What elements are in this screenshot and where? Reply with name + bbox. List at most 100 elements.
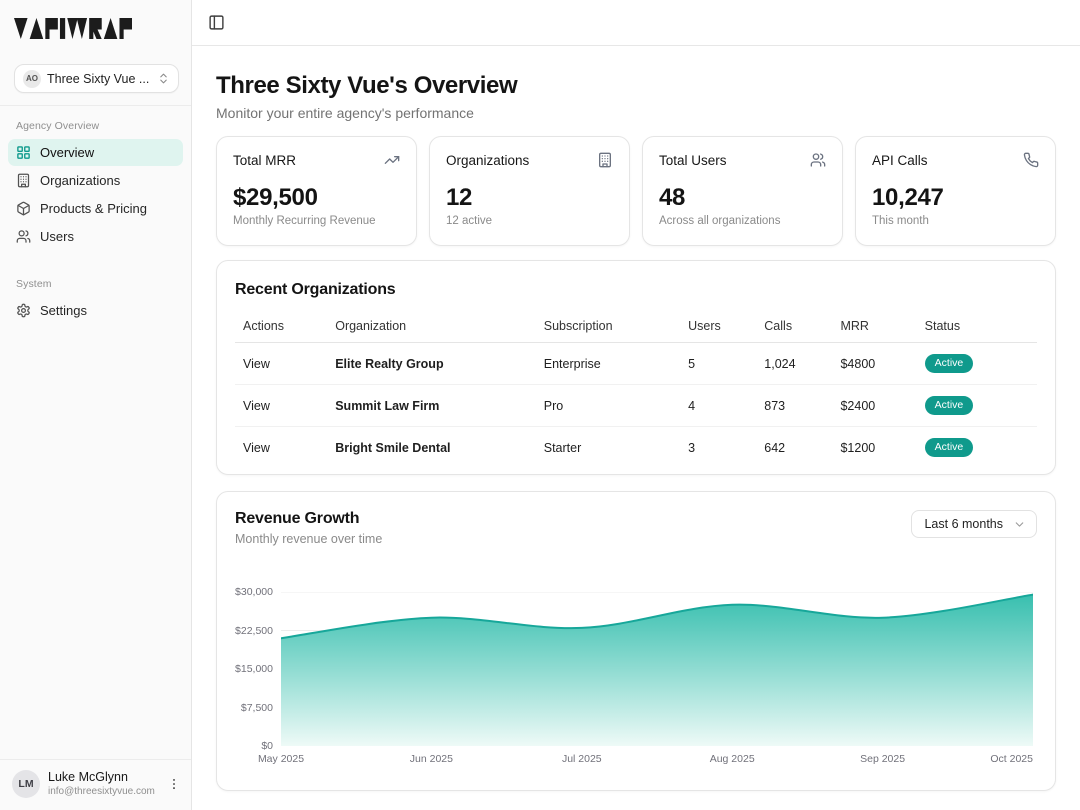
x-axis-tick: Jun 2025 [410,753,453,765]
chart-y-axis: $0$7,500$15,000$22,500$30,000 [235,592,281,746]
column-header-status: Status [917,311,1037,343]
user-name: Luke McGlynn [48,770,159,786]
date-range-select[interactable]: Last 6 months [911,510,1037,538]
sidebar-item-label: Products & Pricing [40,201,147,216]
revenue-area-chart [281,592,1033,746]
sidebar-item-label: Users [40,229,74,244]
revenue-growth-title: Revenue Growth [235,510,382,528]
subscription-cell: Enterprise [536,343,680,385]
mrr-cell: $4800 [832,343,916,385]
table-row: View Bright Smile Dental Starter 3 642 $… [235,427,1037,469]
stat-sublabel: 12 active [446,215,613,227]
sidebar: VAPIWRAP AO Three Sixty Vue ... Agency O… [0,0,192,810]
x-axis-tick: Oct 2025 [990,753,1033,765]
user-menu[interactable]: LM Luke McGlynn info@threesixtyvue.com [0,759,191,810]
x-axis-tick: Sep 2025 [860,753,905,765]
trending-up-icon [384,152,400,168]
y-axis-tick: $22,500 [235,625,273,637]
users-cell: 4 [680,385,756,427]
nav-section-agency-overview: Agency Overview [8,116,183,139]
user-email: info@threesixtyvue.com [48,786,159,799]
recent-organizations-title: Recent Organizations [235,281,1037,299]
organization-name: Elite Realty Group [327,343,536,385]
sidebar-item-label: Overview [40,145,94,160]
view-button[interactable]: View [235,385,327,427]
sidebar-item-products-pricing[interactable]: Products & Pricing [8,195,183,222]
main-area: Three Sixty Vue's Overview Monitor your … [192,0,1080,810]
view-button[interactable]: View [235,427,327,469]
sidebar-toggle-button[interactable] [208,14,225,31]
stats-row: Total MRR $29,500 Monthly Recurring Reve… [216,136,1056,246]
building-icon [597,152,613,168]
table-row: View Summit Law Firm Pro 4 873 $2400 Act… [235,385,1037,427]
mrr-cell: $2400 [832,385,916,427]
y-axis-tick: $7,500 [241,702,273,714]
dashboard-grid-icon [16,145,31,160]
stat-card-organizations: Organizations 12 12 active [429,136,630,246]
stat-label: API Calls [872,153,928,168]
sidebar-item-organizations[interactable]: Organizations [8,167,183,194]
organizations-table: Actions Organization Subscription Users … [235,311,1037,468]
organization-name: Bright Smile Dental [327,427,536,469]
column-header-users: Users [680,311,756,343]
chart-area: $0$7,500$15,000$22,500$30,000 [235,592,1037,746]
revenue-growth-subtitle: Monthly revenue over time [235,532,382,546]
chevrons-up-down-icon [157,72,170,85]
table-row: View Elite Realty Group Enterprise 5 1,0… [235,343,1037,385]
x-axis-tick: May 2025 [258,753,304,765]
sidebar-nav: Agency Overview Overview Organizations P… [0,106,191,759]
column-header-mrr: MRR [832,311,916,343]
users-cell: 5 [680,343,756,385]
building-icon [16,173,31,188]
page-content: Three Sixty Vue's Overview Monitor your … [192,46,1080,810]
calls-cell: 873 [756,385,832,427]
sidebar-item-users[interactable]: Users [8,223,183,250]
user-meta: Luke McGlynn info@threesixtyvue.com [48,770,159,798]
view-button[interactable]: View [235,343,327,385]
recent-organizations-card: Recent Organizations Actions Organizatio… [216,260,1056,475]
stat-card-api-calls: API Calls 10,247 This month [855,136,1056,246]
user-avatar: LM [12,770,40,798]
page-title: Three Sixty Vue's Overview [216,72,1056,100]
topbar [192,0,1080,46]
sidebar-item-overview[interactable]: Overview [8,139,183,166]
column-header-calls: Calls [756,311,832,343]
calls-cell: 642 [756,427,832,469]
revenue-growth-card: Revenue Growth Monthly revenue over time… [216,491,1056,791]
y-axis-tick: $15,000 [235,663,273,675]
organization-name: Summit Law Firm [327,385,536,427]
column-header-organization: Organization [327,311,536,343]
subscription-cell: Pro [536,385,680,427]
x-axis-tick: Aug 2025 [710,753,755,765]
x-axis-tick: Jul 2025 [562,753,602,765]
stat-value: 12 [446,184,613,212]
status-badge: Active [925,438,974,457]
date-range-value: Last 6 months [924,517,1003,531]
mrr-cell: $1200 [832,427,916,469]
stat-value: $29,500 [233,184,400,212]
column-header-subscription: Subscription [536,311,680,343]
sidebar-item-label: Organizations [40,173,120,188]
users-icon [810,152,826,168]
stat-card-total-mrr: Total MRR $29,500 Monthly Recurring Reve… [216,136,417,246]
org-selector[interactable]: AO Three Sixty Vue ... [14,64,179,93]
sidebar-item-label: Settings [40,303,87,318]
kebab-menu-icon[interactable] [167,777,181,791]
page-subtitle: Monitor your entire agency's performance [216,105,1056,121]
status-cell: Active [917,343,1037,385]
gear-icon [16,303,31,318]
stat-label: Total MRR [233,153,296,168]
status-badge: Active [925,396,974,415]
stat-card-total-users: Total Users 48 Across all organizations [642,136,843,246]
chevron-down-icon [1013,518,1026,531]
package-icon [16,201,31,216]
org-avatar: AO [23,70,41,88]
users-cell: 3 [680,427,756,469]
status-badge: Active [925,354,974,373]
org-selector-label: Three Sixty Vue ... [47,72,151,86]
calls-cell: 1,024 [756,343,832,385]
column-header-actions: Actions [235,311,327,343]
sidebar-item-settings[interactable]: Settings [8,297,183,324]
stat-label: Organizations [446,153,529,168]
chart-x-axis: May 2025Jun 2025Jul 2025Aug 2025Sep 2025… [281,753,1033,769]
